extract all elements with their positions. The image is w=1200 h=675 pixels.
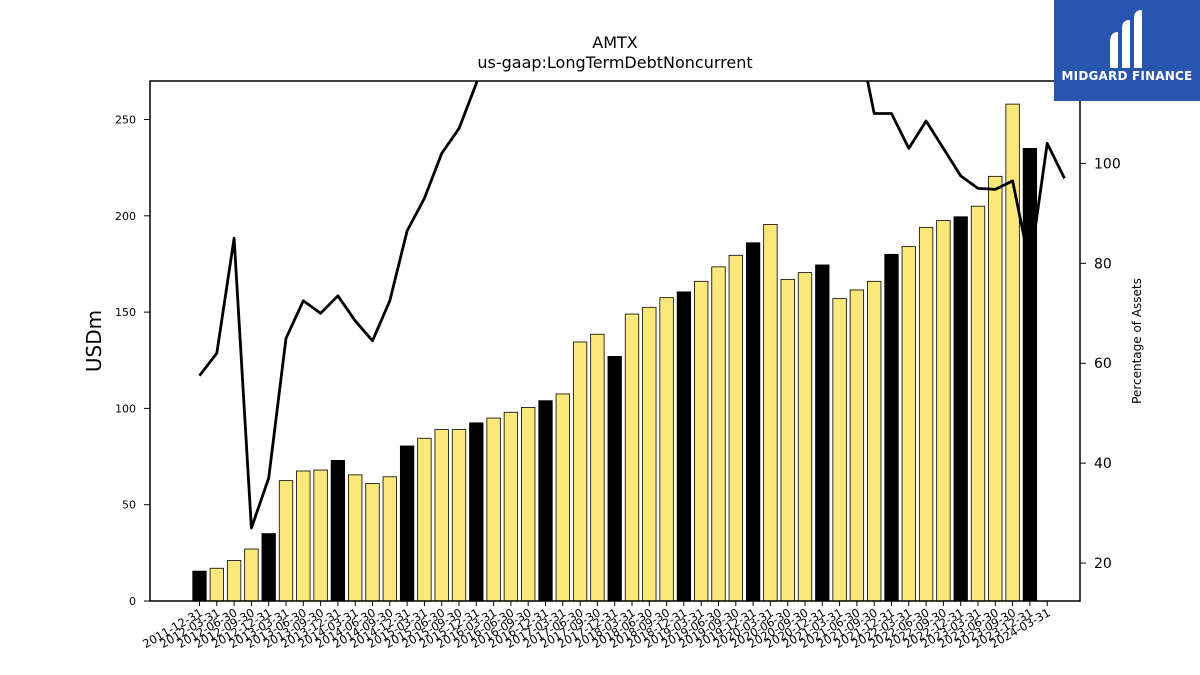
axis-ticks: 050100150200250204060801002011-12-312012… (115, 114, 1121, 652)
y-tick-label: 200 (115, 210, 136, 223)
bar (694, 280, 709, 602)
bar (192, 570, 207, 602)
bar (832, 298, 847, 602)
bar (244, 548, 259, 602)
y2-axis-label: Percentage of Assets (1130, 278, 1144, 404)
bar (607, 356, 622, 602)
y-tick-label: 100 (115, 402, 136, 415)
bar (348, 474, 363, 602)
bar (278, 480, 294, 602)
bar (815, 264, 830, 602)
bar (521, 407, 536, 602)
bar (451, 429, 467, 602)
bar (624, 313, 640, 602)
logo-mark-icon (1110, 10, 1142, 68)
bar (988, 175, 1003, 602)
bar (745, 242, 761, 602)
y2-tick-label: 80 (1094, 256, 1112, 272)
bar (486, 417, 501, 602)
bar (763, 224, 778, 602)
bar (209, 567, 224, 602)
bar (261, 533, 276, 602)
bar (590, 333, 605, 602)
bar (884, 253, 899, 602)
y-tick-label: 250 (115, 114, 136, 127)
bar (469, 422, 484, 602)
bar (1005, 103, 1020, 602)
logo: MIDGARD FINANCE (1054, 0, 1200, 101)
bar (780, 278, 795, 602)
bar (434, 429, 449, 602)
bar (330, 460, 346, 602)
bar (538, 400, 553, 602)
bar (849, 289, 865, 602)
bar (918, 226, 934, 602)
y-tick-label: 0 (129, 595, 136, 608)
bar (365, 483, 380, 602)
bar (572, 341, 588, 602)
bar (296, 470, 311, 602)
y2-tick-label: 20 (1094, 556, 1112, 572)
logo-text: MIDGARD FINANCE (1061, 69, 1193, 83)
y-axis-label: USDm (82, 310, 106, 372)
y-tick-label: 150 (115, 306, 136, 319)
chart-subtitle: us-gaap:LongTermDebtNoncurrent (477, 53, 752, 72)
bar (555, 393, 570, 602)
bar (382, 476, 397, 602)
bars (192, 103, 1038, 602)
bar (417, 437, 432, 602)
bar (659, 297, 674, 602)
percentage-line (198, 81, 1066, 530)
bar (399, 445, 415, 602)
y-tick-label: 50 (122, 499, 136, 512)
bar (711, 266, 726, 602)
bar (313, 469, 328, 602)
y2-tick-label: 40 (1094, 456, 1112, 472)
plot-frame (149, 80, 1081, 602)
bar (503, 411, 519, 602)
chart-title: AMTX (592, 33, 638, 52)
bar (901, 246, 916, 602)
bar (953, 216, 968, 602)
y2-tick-label: 60 (1094, 356, 1112, 372)
bar (797, 272, 813, 602)
bar (970, 205, 986, 602)
bar (936, 220, 951, 602)
bar (867, 280, 882, 602)
y2-tick-label: 100 (1094, 156, 1121, 172)
bar (1022, 148, 1038, 602)
bar (642, 306, 657, 602)
bar (728, 254, 743, 602)
line-layer (198, 81, 1066, 530)
bar (226, 560, 242, 602)
bar (676, 291, 692, 602)
